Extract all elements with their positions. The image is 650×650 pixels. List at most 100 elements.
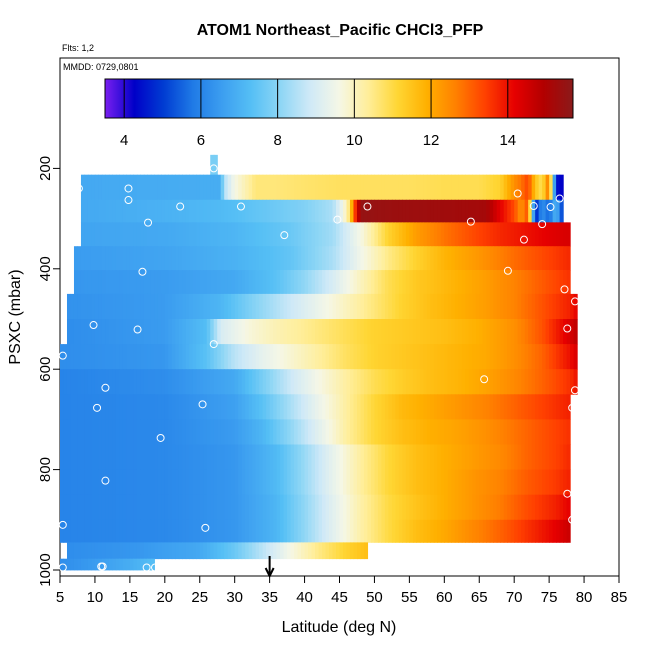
heatmap-cell (217, 494, 222, 521)
heatmap-cell (224, 222, 229, 247)
heatmap-cell (213, 344, 218, 370)
heatmap-cell (224, 419, 229, 445)
heatmap-cell (419, 419, 424, 445)
heatmap-cell (259, 542, 264, 560)
heatmap-cell (437, 199, 442, 223)
heatmap-cell (308, 246, 313, 271)
heatmap-cell (374, 319, 379, 345)
heatmap-cell (206, 519, 211, 543)
heatmap-cell (60, 444, 65, 470)
heatmap-cell (136, 558, 141, 571)
heatmap-cell (101, 199, 107, 223)
heatmap-cell (552, 419, 557, 445)
heatmap-cell (549, 394, 554, 420)
heatmap-cell (80, 174, 86, 201)
heatmap-cell (196, 369, 201, 395)
heatmap-cell (322, 542, 327, 560)
heatmap-cell (217, 270, 222, 295)
heatmap-cell (220, 199, 225, 223)
heatmap-cell (126, 293, 131, 320)
heatmap-cell (84, 444, 89, 470)
heatmap-cell (458, 494, 463, 521)
heatmap-cell (374, 222, 379, 247)
heatmap-cell (73, 542, 79, 560)
heatmap-cell (154, 319, 159, 345)
heatmap-cell (105, 519, 110, 543)
heatmap-cell (486, 469, 491, 496)
heatmap-cell (346, 494, 351, 521)
heatmap-cell (535, 270, 540, 295)
heatmap-cell (266, 419, 271, 445)
heatmap-cell (370, 246, 376, 271)
heatmap-cell (157, 270, 162, 295)
heatmap-cell (437, 293, 442, 320)
heatmap-cell (528, 369, 533, 395)
heatmap-cell (367, 319, 372, 345)
heatmap-cell (304, 222, 309, 247)
heatmap-cell (391, 394, 396, 420)
heatmap-cell (98, 222, 103, 247)
heatmap-cell (528, 469, 533, 496)
heatmap-cell (73, 558, 79, 571)
heatmap-cell (171, 270, 176, 295)
heatmap-cell (269, 246, 274, 271)
heatmap-cell (472, 222, 477, 247)
heatmap-cell (360, 319, 365, 345)
heatmap-cell (259, 344, 264, 370)
heatmap-cell (538, 199, 543, 223)
heatmap-cell (87, 494, 93, 521)
heatmap-cell (524, 369, 529, 395)
heatmap-cell (336, 469, 341, 496)
heatmap-cell (391, 293, 396, 320)
heatmap-cell (140, 270, 145, 295)
sample-point (209, 164, 218, 173)
heatmap-cell (276, 199, 281, 223)
heatmap-cell (451, 199, 456, 223)
heatmap-cell (395, 394, 400, 420)
heatmap-cell (84, 344, 89, 370)
heatmap-cell (238, 174, 243, 201)
heatmap-cell (108, 558, 114, 571)
heatmap-cell (479, 246, 484, 271)
heatmap-cell (210, 444, 215, 470)
heatmap-cell (248, 319, 253, 345)
heatmap-cell (175, 369, 180, 395)
heatmap-cell (210, 542, 215, 560)
heatmap-cell (217, 246, 222, 271)
sample-point (563, 324, 572, 333)
heatmap-cell (255, 444, 260, 470)
heatmap-cell (115, 494, 120, 521)
heatmap-cell (517, 344, 522, 370)
heatmap-cell (496, 246, 501, 271)
heatmap-cell (482, 222, 487, 247)
heatmap-cell (126, 369, 131, 395)
heatmap-cell (475, 519, 480, 543)
heatmap-cell (451, 293, 456, 320)
heatmap-cell (363, 174, 369, 201)
heatmap-cell (329, 270, 334, 295)
heatmap-cell (332, 419, 337, 445)
heatmap-cell (84, 319, 89, 345)
heatmap-cell (507, 469, 512, 496)
heatmap-cell (196, 293, 201, 320)
heatmap-cell (517, 469, 522, 496)
heatmap-cell (133, 199, 138, 223)
sample-point (466, 217, 475, 226)
heatmap-cell (521, 293, 526, 320)
heatmap-cell (336, 174, 341, 201)
heatmap-cell (108, 293, 114, 320)
heatmap-cell (356, 174, 362, 201)
heatmap-cell (248, 444, 253, 470)
heatmap-cell (402, 199, 407, 223)
heatmap-cell (133, 293, 138, 320)
heatmap-cell (171, 444, 176, 470)
heatmap-cell (475, 293, 480, 320)
heatmap-cell (94, 199, 100, 223)
heatmap-cell (451, 519, 456, 543)
heatmap-cell (182, 394, 187, 420)
heatmap-cell (514, 246, 519, 271)
heatmap-cell (273, 394, 278, 420)
heatmap-cell (552, 222, 557, 247)
heatmap-cell (287, 319, 292, 345)
heatmap-cell (185, 246, 190, 271)
